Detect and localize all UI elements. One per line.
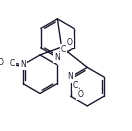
Text: N: N	[68, 72, 73, 81]
Text: C: C	[10, 59, 15, 68]
Text: C: C	[73, 81, 78, 90]
Text: N: N	[20, 60, 26, 69]
Text: O: O	[0, 58, 4, 67]
Text: N: N	[55, 53, 60, 62]
Text: C: C	[61, 45, 66, 54]
Text: O: O	[67, 38, 73, 47]
Text: O: O	[78, 90, 83, 99]
